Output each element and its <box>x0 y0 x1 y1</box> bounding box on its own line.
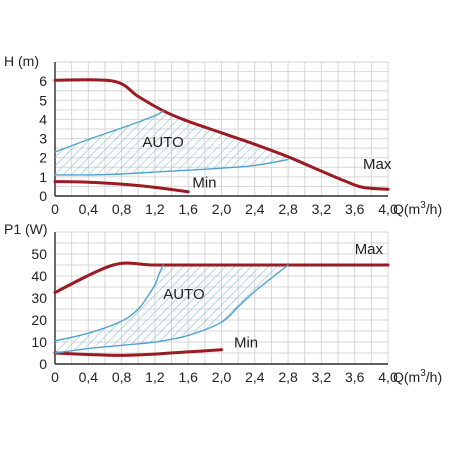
x-tick-label: 2,0 <box>212 369 232 385</box>
annotation-min: Min <box>234 335 258 352</box>
x-tick-label: 0 <box>51 369 59 385</box>
series-max-line <box>53 261 390 294</box>
x-tick-label: 1,6 <box>178 201 198 217</box>
y-tick-label: 1 <box>39 169 47 185</box>
x-tick-label: 0 <box>51 201 59 217</box>
y-tick-label: 40 <box>31 268 47 284</box>
x-tick-label: 3,6 <box>345 201 365 217</box>
x-tick-label: 4,0 <box>378 201 398 217</box>
series-auto-upper-line <box>54 264 164 342</box>
y-tick-label: 4 <box>39 111 47 127</box>
series-auto-lower-line <box>54 158 289 176</box>
series-min-line <box>53 348 223 357</box>
annotation-min: Min <box>192 174 216 191</box>
auto-region-hatch <box>55 110 289 175</box>
x-tick-label: 1,6 <box>178 369 198 385</box>
series-max-line <box>53 78 390 191</box>
series-min-line <box>53 180 190 194</box>
y-tick-label: 0 <box>39 188 47 204</box>
chart-panel-1: 0 0,4 0,8 1,2 1,6 2,0 2,4 2,8 3,2 3,6 4,00123456H … <box>4 53 442 217</box>
y-tick-label: 50 <box>31 246 47 262</box>
x-tick-label: 1,2 <box>145 369 165 385</box>
annotation-max: Max <box>363 156 392 173</box>
x-axis-title: Q(m3/h) <box>393 200 442 217</box>
series-auto-lower-line <box>54 264 289 354</box>
annotation-auto: AUTO <box>163 286 204 303</box>
y-tick-label: 5 <box>39 92 47 108</box>
y-tick-label: 3 <box>39 131 47 147</box>
x-tick-label: 0,4 <box>79 201 99 217</box>
annotation-auto: AUTO <box>142 134 183 151</box>
annotation-max: Max <box>355 241 384 258</box>
x-tick-label: 0,4 <box>79 369 99 385</box>
y-tick-label: 2 <box>39 150 47 166</box>
x-tick-label: 2,4 <box>245 201 265 217</box>
y-tick-label: 20 <box>31 312 47 328</box>
y-axis-title: P1 (W) <box>4 221 48 237</box>
series-auto-upper-line <box>54 110 164 153</box>
chart-panel-2: 0 0,4 0,8 1,2 1,6 2,0 2,4 2,8 3,2 3,6 4,0 0 10 20 30 40… <box>4 221 442 385</box>
x-tick-label: 0,8 <box>112 201 132 217</box>
x-tick-label: 3,2 <box>312 201 332 217</box>
x-tick-label: 2,0 <box>212 201 232 217</box>
x-tick-label: 2,8 <box>278 201 298 217</box>
x-tick-label: 3,6 <box>345 369 365 385</box>
x-tick-label: 4,0 <box>378 369 398 385</box>
x-tick-label: 1,2 <box>145 201 165 217</box>
y-tick-label: 6 <box>39 73 47 89</box>
auto-region-hatch <box>55 265 289 353</box>
x-tick-label: 3,2 <box>312 369 332 385</box>
y-tick-label: 10 <box>31 334 47 350</box>
y-tick-label: 0 <box>39 356 47 372</box>
y-tick-label: 30 <box>31 290 47 306</box>
y-axis-title: H (m) <box>4 53 39 69</box>
x-axis-title: Q(m3/h) <box>393 368 442 385</box>
x-tick-label: 2,4 <box>245 369 265 385</box>
x-tick-label: 2,8 <box>278 369 298 385</box>
x-tick-label: 0,8 <box>112 369 132 385</box>
